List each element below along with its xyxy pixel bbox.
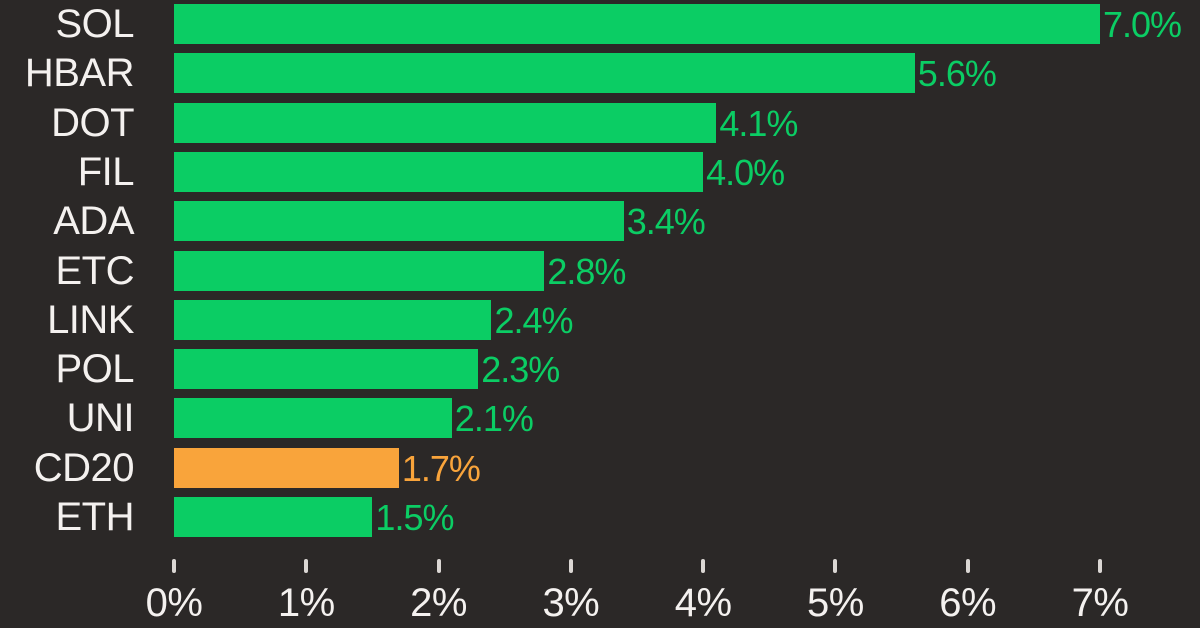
x-axis-tick-mark [701,559,706,573]
x-axis-tick-label: 1% [277,581,335,625]
bar [174,201,624,242]
bar-row-fil: FIL 4.0% [0,149,1200,194]
bar [174,53,915,94]
x-axis-tick-mark [833,559,838,573]
bar [174,151,704,192]
bar-row-cd20: CD20 1.7% [0,445,1200,490]
bar-row-uni: UNI 2.1% [0,396,1200,441]
bar-row-sol: SOL 7.0% [0,2,1200,46]
x-axis-tick-label: 4% [674,581,732,625]
category-label: LINK [47,297,134,342]
value-label: 1.7% [401,447,481,489]
x-axis-tick-mark [965,559,970,573]
value-label: 5.6% [917,53,997,95]
bar-row-ada: ADA 3.4% [0,199,1200,244]
category-label: ADA [53,199,134,244]
value-label: 2.8% [547,250,626,292]
bar [174,299,492,340]
bar [174,349,479,390]
bar [174,4,1100,44]
x-axis-tick-label: 6% [939,581,997,625]
value-label: 2.3% [481,349,560,391]
x-axis-tick-label: 3% [542,581,600,625]
bar-row-pol: POL 2.3% [0,347,1200,392]
bar-row-link: LINK 2.4% [0,297,1200,342]
value-label: 2.4% [494,299,573,341]
value-label: 4.0% [706,151,785,193]
value-label: 1.5% [375,497,454,538]
category-label: ETC [55,248,135,293]
bar [174,102,717,143]
bar-row-hbar: HBAR 5.6% [0,51,1200,96]
x-axis-tick-label: 2% [410,581,467,625]
category-label: ETH [55,495,135,539]
bar [174,497,373,537]
x-axis-tick-label: 7% [1071,581,1129,625]
bar [174,250,545,291]
bar [174,398,452,439]
x-axis-tick-mark [568,559,573,573]
category-label: FIL [77,149,135,194]
category-label: HBAR [24,51,135,96]
category-label: POL [55,347,134,392]
bar-row-etc: ETC 2.8% [0,248,1200,293]
category-label: DOT [51,100,134,145]
category-label: CD20 [33,445,135,490]
value-label: 2.1% [454,398,534,440]
bar-row-dot: DOT 4.1% [0,100,1200,145]
x-axis-tick-label: 0% [145,581,203,625]
category-label: SOL [55,2,134,46]
x-axis-tick-mark [172,559,176,573]
x-axis-tick-mark [304,559,309,573]
value-label: 3.4% [626,201,706,243]
bar-row-eth: ETH 1.5% [0,495,1200,539]
category-label: UNI [66,396,135,441]
x-axis-tick-mark [1098,559,1102,573]
bar [174,447,399,488]
value-label: 7.0% [1103,4,1182,45]
x-axis-tick-mark [436,559,441,573]
value-label: 4.1% [719,102,798,144]
x-axis-tick-label: 5% [807,581,864,625]
